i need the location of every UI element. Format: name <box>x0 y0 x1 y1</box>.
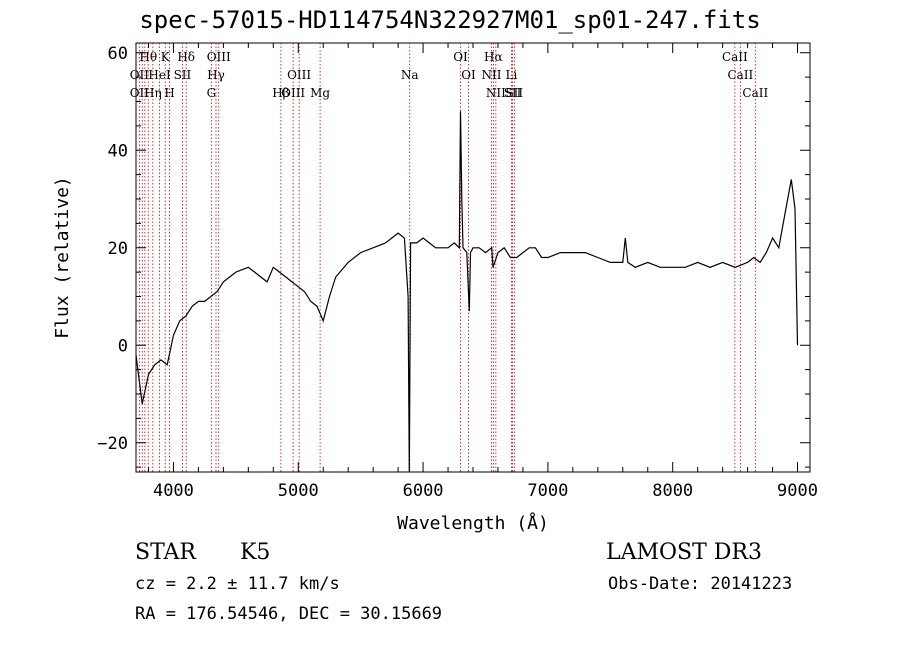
line-label: H <box>164 86 174 100</box>
y-axis-label: Flux (relative) <box>52 176 73 339</box>
line-label: Hγ <box>207 68 225 82</box>
x-tick-label: 4000 <box>153 481 194 501</box>
subclass: K5 <box>240 540 271 565</box>
line-label: OIII <box>207 50 231 64</box>
line-label: Hβ <box>272 86 289 100</box>
obs-date: Obs-Date: 20141223 <box>608 574 793 594</box>
x-tick-label: 6000 <box>403 481 444 501</box>
spectrum-line <box>135 111 799 473</box>
line-label: G <box>207 86 217 100</box>
line-label: Hη <box>144 86 162 100</box>
x-tick-label: 7000 <box>527 481 568 501</box>
line-label: Hδ <box>177 50 195 64</box>
x-tick-label: 8000 <box>652 481 693 501</box>
line-label: Hθ <box>139 50 157 64</box>
coordinates: RA = 176.54546, DEC = 30.15669 <box>135 604 443 624</box>
redshift-cz: cz = 2.2 ± 11.7 km/s <box>135 574 340 594</box>
y-tick-label: 40 <box>108 141 128 161</box>
y-tick-label: −20 <box>97 434 128 454</box>
line-label: HeI <box>148 68 171 82</box>
line-label: NII <box>481 68 501 82</box>
line-label: OIII <box>281 86 305 100</box>
y-tick-label: 20 <box>108 239 128 259</box>
line-label: Hα <box>484 50 503 64</box>
line-label: CaII <box>722 50 748 64</box>
line-label: OIII <box>287 68 311 82</box>
line-label: OI <box>461 68 476 82</box>
line-label: CaII <box>727 68 753 82</box>
line-label: SII <box>174 68 192 82</box>
x-tick-label: 5000 <box>278 481 319 501</box>
line-label: Mg <box>310 86 330 100</box>
line-label: SII <box>504 86 522 100</box>
line-label: K <box>161 50 171 64</box>
line-label: Na <box>401 68 419 82</box>
line-label: NII <box>486 86 506 100</box>
line-label: OI <box>453 50 468 64</box>
y-tick-label: 60 <box>108 44 128 64</box>
chart-title: spec-57015-HD114754N322927M01_sp01-247.f… <box>139 6 761 34</box>
x-axis-label: Wavelength (Å) <box>397 512 549 534</box>
survey-label: LAMOST DR3 <box>606 540 762 565</box>
line-label: SII <box>505 86 523 100</box>
line-label: OII <box>130 68 150 82</box>
line-label: CaII <box>742 86 768 100</box>
object-class: STAR <box>135 540 196 565</box>
plot-frame <box>135 42 811 473</box>
y-tick-label: 0 <box>118 336 128 356</box>
line-label: Li <box>506 68 518 82</box>
x-tick-label: 9000 <box>777 481 818 501</box>
line-label: OII <box>130 86 150 100</box>
